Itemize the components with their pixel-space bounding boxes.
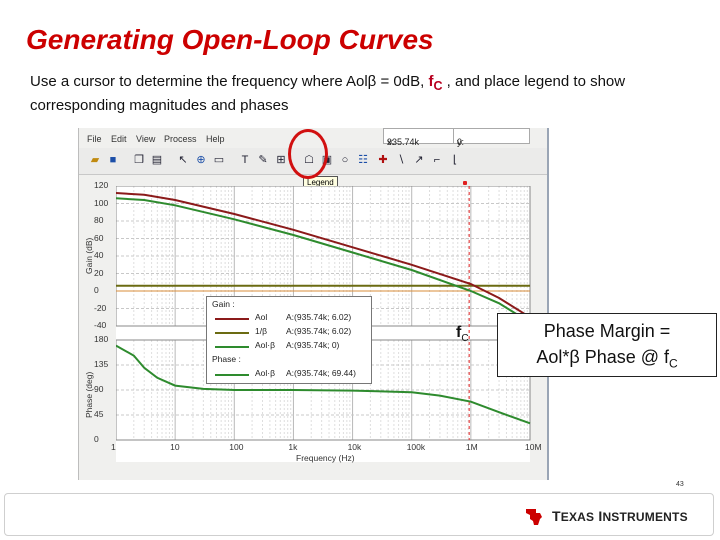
x-tick-label: 1k — [288, 442, 298, 452]
phase-tick-label: 0 — [94, 434, 99, 444]
paste-icon[interactable]: ▤ — [151, 154, 163, 166]
text-icon[interactable]: T — [241, 154, 249, 166]
x-tick-label: 100k — [406, 442, 426, 452]
cursor-y-value: 0 — [457, 137, 463, 147]
pointer-icon[interactable]: ↖ — [178, 154, 188, 166]
subtitle-fc-sub: C — [433, 79, 443, 93]
phase-tick-label: 180 — [94, 334, 109, 344]
menu-view[interactable]: View — [136, 134, 156, 144]
legend-swatch-phase — [215, 374, 249, 376]
x-tick-label: 1 — [111, 442, 116, 452]
ti-logo-icon — [526, 509, 542, 525]
zoom-icon[interactable]: ⊕ — [196, 154, 206, 166]
cursor-x-value: 935.74k — [387, 137, 420, 147]
marker-icon[interactable]: ✚ — [378, 154, 388, 166]
print-icon[interactable]: ▭ — [213, 154, 225, 166]
x-axis-label: Frequency (Hz) — [296, 453, 355, 463]
subtitle-fc: fC — [428, 73, 443, 93]
phase-tick-label: 90 — [94, 384, 104, 394]
phase-margin-box: Phase Margin = Aol*β Phase @ fC — [497, 313, 717, 377]
phase-margin-line2: Aol*β Phase @ fC — [498, 344, 716, 377]
phase-tick-label: 45 — [94, 409, 104, 419]
gain-tick-label: 80 — [94, 215, 104, 225]
cursor-x-readout: x: 935.74k — [383, 128, 454, 147]
series-loop-phase-line — [116, 344, 531, 425]
subtitle-fc-letter: f — [428, 73, 434, 90]
slide-title: Generating Open-Loop Curves — [26, 24, 434, 55]
fc-letter: f — [456, 324, 462, 341]
legend-beta-value: A:(935.74k; 6.02) — [286, 326, 352, 336]
phase-margin-sub: C — [669, 356, 678, 371]
legend-aol-name: Aol — [255, 312, 268, 322]
fc-sub: C — [461, 332, 469, 344]
open-icon[interactable]: ▰ — [90, 154, 100, 166]
gain-tick-label: 60 — [94, 232, 104, 243]
corner-icon[interactable]: ⌐ — [433, 154, 441, 166]
subtitle-text-1: Use a cursor to determine the frequency … — [30, 73, 429, 90]
legend-aol-value: A:(935.74k; 6.02) — [286, 312, 352, 322]
gain-tick-label: 100 — [94, 197, 109, 208]
page-number: 43 — [676, 481, 684, 488]
legend-highlight-circle — [288, 129, 328, 179]
phase-axis-label: Phase (deg) — [84, 371, 94, 418]
legend-beta-name: 1/β — [255, 326, 267, 336]
fc-annotation: fC — [456, 324, 469, 344]
gain-tick-label: 0 — [94, 285, 99, 295]
gain-tick-label: 120 — [94, 180, 109, 190]
gain-tick-label: 40 — [94, 250, 104, 260]
legend-loopgain-name: Aol·β — [255, 340, 276, 350]
slide-subtitle: Use a cursor to determine the frequency … — [30, 72, 710, 116]
legend-swatch-aol — [215, 318, 249, 320]
legend-gain-header: Gain : — [212, 299, 235, 309]
cursor-marker[interactable] — [463, 181, 467, 185]
x-tick-label: 1M — [465, 442, 478, 452]
menu-bar: File Edit View Process Help x: 935.74k y… — [79, 128, 547, 148]
grid-icon[interactable]: ⊞ — [276, 154, 286, 166]
step-icon[interactable]: ⌊ — [452, 154, 458, 166]
cursor-icon[interactable]: ☷ — [358, 154, 368, 166]
menu-help[interactable]: Help — [206, 134, 225, 144]
subtitle-text-2: , and place legend to show corresponding… — [30, 73, 626, 114]
menu-edit[interactable]: Edit — [111, 134, 127, 144]
legend-phase-name: Aol·β — [255, 368, 276, 378]
cursor-y-readout: y: 0 — [453, 128, 530, 147]
copy-icon[interactable]: ❐ — [134, 154, 144, 166]
line-icon[interactable]: ∖ — [397, 154, 405, 166]
legend-swatch-beta — [215, 332, 249, 334]
save-icon[interactable]: ■ — [109, 154, 117, 166]
x-tick-label: 10 — [170, 442, 180, 452]
gain-tick-label: -40 — [94, 320, 107, 330]
legend-phase-value: A:(935.74k; 69.44) — [286, 368, 356, 378]
phase-tick-label: 135 — [94, 359, 109, 369]
phase-margin-line2-text: Aol*β Phase @ f — [536, 347, 670, 367]
x-tick-label: 100 — [229, 442, 244, 452]
cursor-y-label: y: — [457, 137, 465, 147]
series-aol-line — [116, 192, 531, 319]
gain-tick-label: 20 — [94, 267, 104, 278]
legend-swatch-loopgain — [215, 346, 249, 348]
circle-icon[interactable]: ○ — [341, 154, 349, 166]
phase-margin-line1: Phase Margin = — [543, 321, 671, 341]
gain-tick-label: -20 — [94, 302, 107, 313]
legend-loopgain-value: A:(935.74k; 0) — [286, 340, 340, 350]
footer-bar — [4, 493, 714, 536]
x-tick-label: 10M — [525, 442, 542, 452]
pen-icon[interactable]: ✎ — [258, 154, 268, 166]
company-name: TEXAS INSTRUMENTS — [552, 508, 688, 524]
series-loop-gain-line — [116, 197, 531, 324]
plot-legend[interactable]: Gain : Aol A:(935.74k; 6.02) 1/β A:(935.… — [206, 296, 372, 384]
menu-file[interactable]: File — [87, 134, 102, 144]
menu-process[interactable]: Process — [164, 134, 197, 144]
legend-phase-header: Phase : — [212, 354, 241, 364]
slope-icon[interactable]: ↗ — [414, 154, 424, 166]
cursor-x-label: x: — [387, 137, 395, 147]
gain-axis-label: Gain (dB) — [84, 237, 94, 274]
x-tick-label: 10k — [347, 442, 362, 452]
